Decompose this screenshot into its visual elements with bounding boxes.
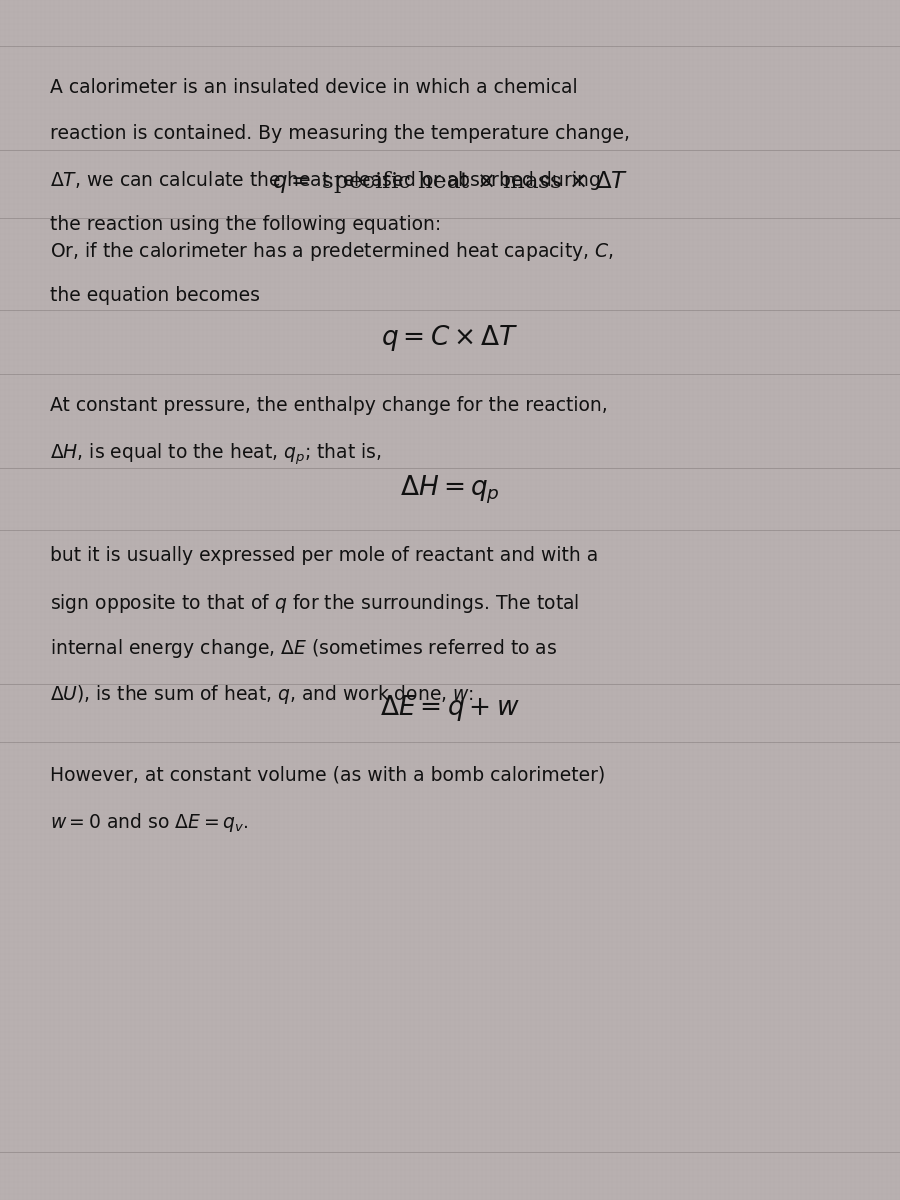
- Text: Or, if the calorimeter has a predetermined heat capacity, $C$,: Or, if the calorimeter has a predetermin…: [50, 240, 613, 263]
- Text: but it is usually expressed per mole of reactant and with a: but it is usually expressed per mole of …: [50, 546, 598, 565]
- Text: sign opposite to that of $q$ for the surroundings. The total: sign opposite to that of $q$ for the sur…: [50, 592, 579, 614]
- Text: $q = C \times \Delta T$: $q = C \times \Delta T$: [381, 324, 519, 353]
- Text: the equation becomes: the equation becomes: [50, 286, 259, 305]
- Text: reaction is contained. By measuring the temperature change,: reaction is contained. By measuring the …: [50, 124, 629, 143]
- Text: However, at constant volume (as with a bomb calorimeter): However, at constant volume (as with a b…: [50, 766, 605, 785]
- Text: $\Delta T$, we can calculate the heat released or absorbed during: $\Delta T$, we can calculate the heat re…: [50, 169, 600, 192]
- Text: internal energy change, $\Delta E$ (sometimes referred to as: internal energy change, $\Delta E$ (some…: [50, 637, 557, 660]
- Text: A calorimeter is an insulated device in which a chemical: A calorimeter is an insulated device in …: [50, 78, 577, 97]
- Text: the reaction using the following equation:: the reaction using the following equatio…: [50, 215, 441, 234]
- Text: $q = $ specific heat $\times$ mass $\times$ $\Delta T$: $q = $ specific heat $\times$ mass $\tim…: [272, 169, 628, 196]
- Text: $\Delta H = q_p$: $\Delta H = q_p$: [400, 474, 500, 505]
- Text: $\Delta U$), is the sum of heat, $q$, and work done, $w$:: $\Delta U$), is the sum of heat, $q$, an…: [50, 683, 473, 706]
- Text: $\Delta H$, is equal to the heat, $q_p$; that is,: $\Delta H$, is equal to the heat, $q_p$;…: [50, 442, 382, 467]
- Text: At constant pressure, the enthalpy change for the reaction,: At constant pressure, the enthalpy chang…: [50, 396, 608, 415]
- Text: $w = 0$ and so $\Delta E = q_v$.: $w = 0$ and so $\Delta E = q_v$.: [50, 811, 248, 834]
- Text: $\Delta E = q + w$: $\Delta E = q + w$: [380, 694, 520, 722]
